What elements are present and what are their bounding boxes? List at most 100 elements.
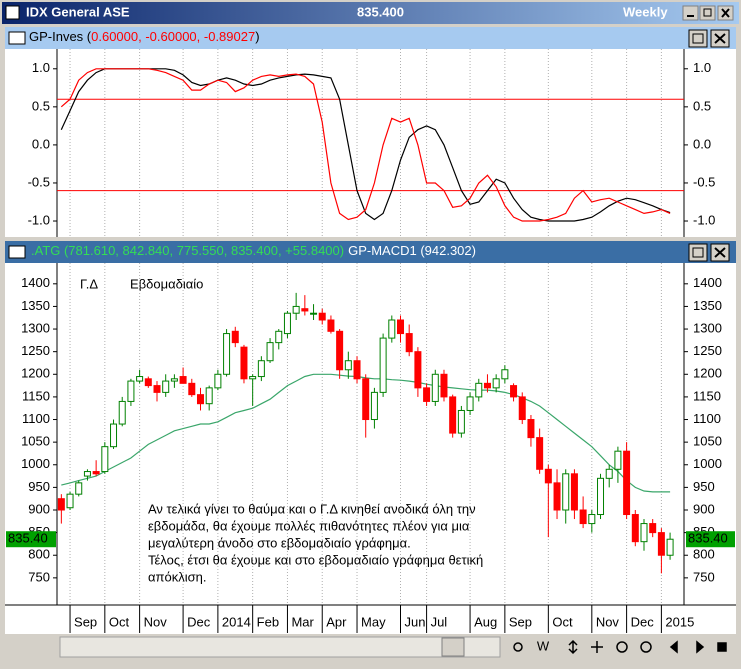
window-title: IDX General ASE bbox=[26, 4, 130, 19]
pane-background bbox=[5, 263, 736, 634]
candle-body bbox=[336, 330, 344, 371]
x-tick-label: Apr bbox=[326, 614, 347, 629]
scroll-thumb[interactable] bbox=[441, 637, 465, 657]
indicator-line bbox=[60, 68, 671, 222]
zoom-out-button[interactable] bbox=[616, 641, 628, 653]
candle-body bbox=[570, 473, 578, 511]
candle-body bbox=[310, 312, 318, 315]
move-button[interactable] bbox=[591, 641, 603, 653]
candle-body bbox=[327, 319, 335, 332]
scrollbar[interactable] bbox=[59, 636, 501, 658]
minimize-button[interactable] bbox=[682, 5, 699, 21]
title-bar bbox=[2, 2, 739, 24]
x-tick-label: Aug bbox=[474, 614, 497, 629]
y-tick-label: 0.5 bbox=[693, 98, 711, 113]
candle-body bbox=[188, 382, 196, 396]
candle-body bbox=[457, 409, 465, 434]
candle-body bbox=[75, 482, 83, 495]
icon bbox=[703, 8, 712, 17]
candle-body bbox=[597, 477, 605, 516]
indicator-name: GP-Inves ( bbox=[29, 29, 92, 44]
end-button[interactable] bbox=[717, 642, 727, 652]
candle-body bbox=[423, 387, 431, 402]
candle-body bbox=[501, 369, 509, 380]
x-tick-label: May bbox=[361, 614, 386, 629]
y-tick-label: 1000 bbox=[693, 456, 722, 471]
candle-body bbox=[431, 373, 439, 402]
y-tick-label: -1.0 bbox=[693, 212, 715, 227]
candle-body bbox=[83, 471, 91, 477]
x-tick-label: Nov bbox=[144, 614, 168, 629]
window-buttons[interactable] bbox=[682, 5, 734, 21]
pane-header bbox=[5, 27, 736, 49]
y-tick-label: 1400 bbox=[21, 275, 50, 290]
candle-body bbox=[536, 437, 544, 470]
icon bbox=[714, 247, 726, 258]
candle-body bbox=[405, 333, 413, 353]
candle-body bbox=[110, 423, 118, 448]
candle-body bbox=[579, 509, 587, 525]
x-tick-label: Oct bbox=[552, 614, 573, 629]
indicator-header: GP-Inves (0.60000, -0.60000, -0.89027) bbox=[29, 29, 260, 44]
candle-body bbox=[57, 498, 65, 511]
v-move-button[interactable] bbox=[568, 639, 578, 655]
y-tick-label: 1100 bbox=[22, 411, 50, 426]
zoom-in-button[interactable] bbox=[640, 641, 652, 653]
candle-body bbox=[240, 346, 248, 380]
symbol-header: .ATG (781.610, 842.840, 775.550, 835.400… bbox=[31, 243, 344, 258]
pane-background bbox=[5, 49, 736, 237]
candle-body bbox=[196, 394, 204, 405]
y-tick-label: 1250 bbox=[693, 343, 722, 358]
y-tick-label: 950 bbox=[693, 479, 715, 494]
x-tick-label: Nov bbox=[596, 614, 620, 629]
candle-body bbox=[649, 523, 657, 534]
price-header: .ATG (781.610, 842.840, 775.550, 835.400… bbox=[31, 243, 476, 258]
x-tick-label: Jun bbox=[405, 614, 426, 629]
annotation: Γ.Δ bbox=[80, 276, 98, 291]
last-price-box bbox=[686, 531, 735, 548]
y-tick-label: 800 bbox=[28, 547, 50, 562]
toolbar-button[interactable]: W bbox=[537, 638, 550, 653]
candle-body bbox=[275, 330, 283, 344]
candle-body bbox=[257, 360, 265, 378]
candle-body bbox=[588, 514, 596, 525]
x-tick-label: Dec bbox=[631, 614, 655, 629]
prev-button[interactable] bbox=[669, 640, 678, 654]
refresh-button[interactable] bbox=[513, 642, 523, 652]
y-tick-label: 900 bbox=[693, 501, 715, 516]
candle-body bbox=[214, 373, 222, 389]
candle-body bbox=[449, 396, 457, 434]
indicator-close: ) bbox=[255, 29, 259, 44]
window-interval: Weekly bbox=[623, 4, 668, 19]
candle-body bbox=[66, 493, 74, 509]
candle-body bbox=[657, 532, 665, 556]
candle-body bbox=[283, 312, 291, 335]
candle-body bbox=[510, 385, 518, 398]
x-tick-label: Jul bbox=[431, 614, 448, 629]
y-tick-label: 0.0 bbox=[32, 136, 50, 151]
next-button[interactable] bbox=[696, 640, 705, 654]
y-tick-label: 1350 bbox=[693, 298, 722, 313]
y-tick-label: 750 bbox=[693, 569, 715, 584]
candle-body bbox=[344, 360, 352, 371]
maximize-button[interactable] bbox=[699, 5, 716, 21]
y-tick-label: -0.5 bbox=[28, 174, 50, 189]
y-tick-label: 0.5 bbox=[32, 98, 50, 113]
y-tick-label: 1200 bbox=[21, 366, 50, 381]
y-tick-label: 1300 bbox=[21, 320, 50, 335]
candle-body bbox=[92, 471, 100, 475]
candle-body bbox=[101, 446, 109, 473]
candle-body bbox=[492, 378, 500, 389]
candle-body bbox=[440, 373, 448, 398]
note-line: εβδομάδα, θα έχουμε πολλές πιθανότητες π… bbox=[148, 518, 470, 533]
candle-body bbox=[483, 382, 491, 389]
x-tick-label: Oct bbox=[109, 614, 130, 629]
y-tick-label: 1.0 bbox=[32, 60, 50, 75]
candle-body bbox=[127, 380, 135, 402]
pane-max-button[interactable] bbox=[688, 29, 708, 48]
pane-max-button[interactable] bbox=[688, 243, 708, 262]
y-tick-label: 900 bbox=[28, 501, 50, 516]
note-line: Αν τελικά γίνει το θαύμα και ο Γ.Δ κινηθ… bbox=[148, 501, 476, 516]
candle-body bbox=[362, 378, 370, 421]
note-line: Τέλος, έτσι θα έχουμε και στο εβδομαδιαί… bbox=[148, 552, 483, 567]
